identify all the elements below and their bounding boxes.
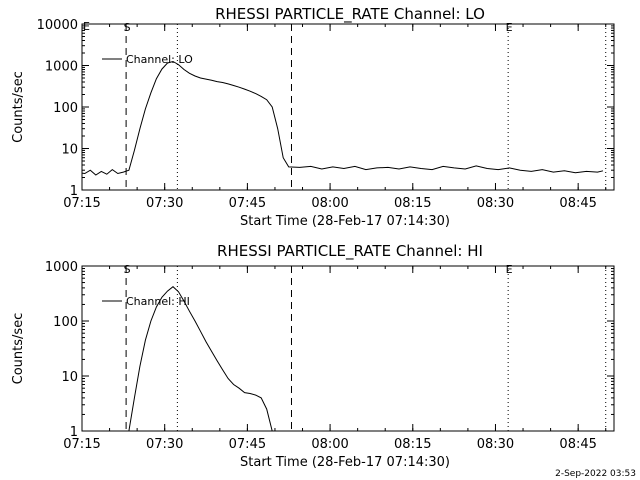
series-line — [82, 60, 604, 176]
y-axis-label: Counts/sec — [11, 313, 26, 385]
chart-title: RHESSI PARTICLE_RATE Channel: LO — [215, 5, 485, 24]
legend-label: Channel: LO — [126, 53, 193, 66]
y-tick-label: 1 — [70, 425, 78, 440]
x-tick-label: 07:45 — [229, 196, 266, 211]
y-axis-label: Counts/sec — [11, 71, 26, 143]
event-marker-label: E — [506, 263, 513, 276]
event-marker-label: E — [506, 21, 513, 34]
y-tick-label: 10 — [61, 143, 78, 158]
plot-frame — [81, 265, 615, 432]
corner-marker-label: E — [83, 20, 90, 33]
hi-channel-panel: RHESSI PARTICLE_RATE Channel: HI Start T… — [11, 242, 615, 470]
x-tick-label: 07:30 — [146, 196, 183, 211]
event-marker-label: S — [124, 21, 131, 34]
x-axis-label: Start Time (28-Feb-17 07:14:30) — [240, 214, 450, 229]
x-tick-label: 08:30 — [477, 437, 514, 452]
chart-title: RHESSI PARTICLE_RATE Channel: HI — [217, 242, 483, 261]
y-tick-label: 10000 — [37, 18, 78, 33]
y-tick-label: 1000 — [45, 60, 78, 75]
x-tick-label: 07:15 — [63, 437, 100, 452]
y-tick-label: 10 — [61, 370, 78, 385]
event-marker-label: S — [124, 263, 131, 276]
x-tick-label: 08:00 — [311, 196, 348, 211]
x-axis-label: Start Time (28-Feb-17 07:14:30) — [240, 455, 450, 470]
generated-timestamp: 2-Sep-2022 03:53 — [555, 469, 636, 479]
lo-channel-panel: RHESSI PARTICLE_RATE Channel: LO Start T… — [11, 5, 615, 229]
x-tick-label: 08:15 — [394, 437, 431, 452]
x-tick-label: 08:00 — [311, 437, 348, 452]
plot-frame — [81, 23, 615, 191]
x-tick-label: 07:30 — [146, 437, 183, 452]
x-tick-label: 08:15 — [394, 196, 431, 211]
x-tick-label: 08:45 — [559, 437, 596, 452]
series-line — [128, 286, 273, 431]
x-tick-label: 07:45 — [229, 437, 266, 452]
y-tick-label: 100 — [53, 101, 78, 116]
x-tick-label: 08:30 — [477, 196, 514, 211]
y-tick-label: 1 — [70, 184, 78, 199]
x-tick-label: 07:15 — [63, 196, 100, 211]
y-tick-label: 100 — [53, 315, 78, 330]
x-tick-label: 08:45 — [559, 196, 596, 211]
legend-label: Channel: HI — [126, 295, 190, 308]
y-tick-label: 1000 — [45, 260, 78, 275]
